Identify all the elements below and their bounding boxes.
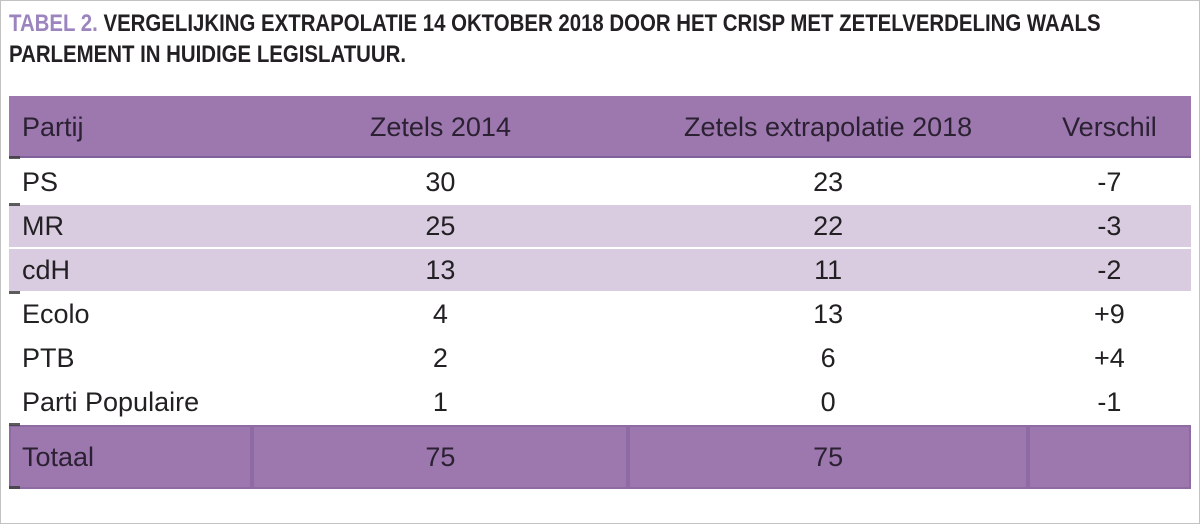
cell-verschil: -2 <box>1027 249 1191 293</box>
cell-zetels-extrapolatie-2018: 6 <box>628 337 1028 381</box>
total-row: Totaal 75 75 <box>9 423 1191 489</box>
table-row: Parti Populaire 1 0 -1 <box>9 381 1191 425</box>
cell-verschil: +4 <box>1027 337 1191 381</box>
cell-verschil: +9 <box>1027 293 1191 337</box>
caption-text-1: VERGELIJKING EXTRAPOLATIE 14 OKTOBER 201… <box>97 10 1101 37</box>
col-header-partij: Partij <box>9 96 253 161</box>
cell-verschil: -7 <box>1027 161 1191 205</box>
table-row: PS 30 23 -7 <box>9 161 1191 205</box>
cell-zetels-2014: 13 <box>252 249 629 293</box>
col-header-zetels-2014: Zetels 2014 <box>252 96 629 161</box>
cell-zetels-extrapolatie-2018: 22 <box>628 205 1028 249</box>
cell-partij: PS <box>9 161 253 205</box>
table-caption: TABEL 2. VERGELIJKING EXTRAPOLATIE 14 OK… <box>9 1 1191 70</box>
cell-partij: cdH <box>9 249 253 293</box>
cell-zetels-2014: 4 <box>252 293 629 337</box>
seats-table-wrapper: Partij Zetels 2014 Zetels extrapolatie 2… <box>9 96 1191 489</box>
cell-total-zetels-2014: 75 <box>252 425 629 489</box>
cell-partij: MR <box>9 203 253 249</box>
table-row: Ecolo 4 13 +9 <box>9 291 1191 337</box>
col-header-zetels-extrapolatie-2018: Zetels extrapolatie 2018 <box>628 96 1028 161</box>
cell-zetels-extrapolatie-2018: 0 <box>628 381 1028 425</box>
caption-line-2: PARLEMENT IN HUIDIGE LEGISLATUUR. <box>9 41 407 68</box>
caption-label: TABEL 2. <box>9 10 98 37</box>
caption-line-1: TABEL 2. VERGELIJKING EXTRAPOLATIE 14 OK… <box>9 8 1101 39</box>
cell-zetels-extrapolatie-2018: 13 <box>628 293 1028 337</box>
table-row: PTB 2 6 +4 <box>9 337 1191 381</box>
cell-zetels-2014: 1 <box>252 381 629 425</box>
cell-zetels-2014: 25 <box>252 205 629 249</box>
cell-partij: PTB <box>9 337 253 381</box>
cell-zetels-extrapolatie-2018: 11 <box>628 249 1028 293</box>
cell-verschil: -1 <box>1027 381 1191 425</box>
cell-total-verschil <box>1027 425 1191 489</box>
cell-partij: Ecolo <box>9 291 253 337</box>
cell-total-label: Totaal <box>9 423 253 489</box>
table-row: MR 25 22 -3 <box>9 203 1191 249</box>
seats-comparison-table: Partij Zetels 2014 Zetels extrapolatie 2… <box>9 96 1191 489</box>
table-body: PS 30 23 -7 MR 25 22 -3 cdH 13 11 -2 Ecolo 4 13 +9 PTB 2 6… <box>9 161 1191 425</box>
table-row: cdH 13 11 -2 <box>9 249 1191 293</box>
cell-zetels-2014: 2 <box>252 337 629 381</box>
cell-verschil: -3 <box>1027 205 1191 249</box>
cell-partij: Parti Populaire <box>9 381 253 425</box>
cell-total-zetels-extrapolatie-2018: 75 <box>628 425 1028 489</box>
col-header-verschil: Verschil <box>1027 96 1191 161</box>
cell-zetels-2014: 30 <box>252 161 629 205</box>
header-row: Partij Zetels 2014 Zetels extrapolatie 2… <box>9 96 1191 161</box>
cell-zetels-extrapolatie-2018: 23 <box>628 161 1028 205</box>
